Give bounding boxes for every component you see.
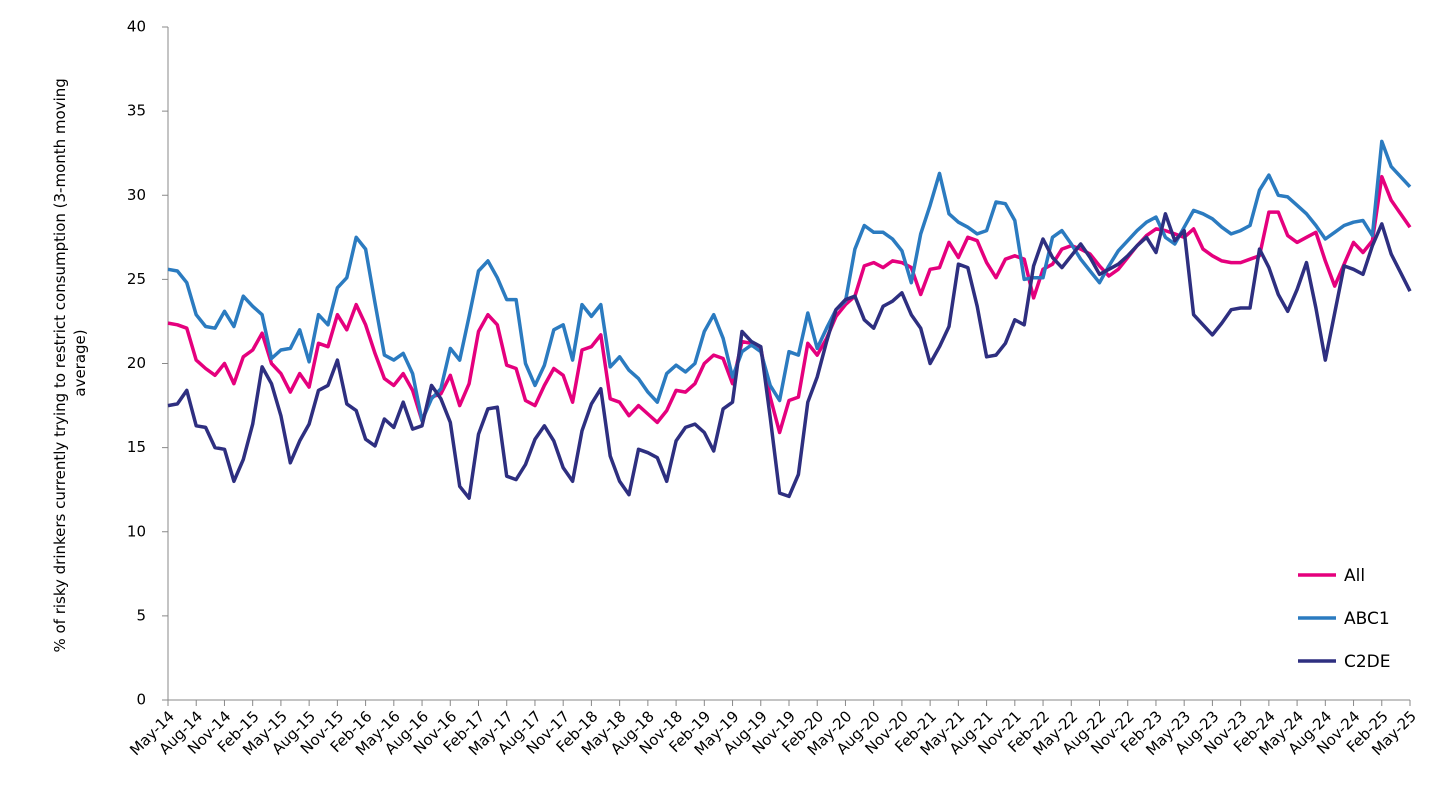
- y-tick-label: 40: [127, 18, 146, 36]
- series-line: [167, 174, 1412, 435]
- y-axis-label: % of risky drinkers currently trying to …: [51, 73, 89, 652]
- y-tick-label: 15: [127, 438, 146, 456]
- y-tick-label: 10: [127, 522, 146, 540]
- y-axis-label-line: % of risky drinkers currently trying to …: [51, 73, 69, 652]
- series-line: [167, 212, 1412, 500]
- series-line: [167, 139, 1412, 423]
- y-tick-label: 5: [136, 606, 146, 624]
- y-tick-label: 0: [136, 691, 146, 709]
- legend-label: All: [1344, 566, 1365, 586]
- legend-label: C2DE: [1344, 652, 1391, 672]
- y-tick-label: 20: [127, 354, 146, 372]
- y-tick-label: 35: [127, 102, 146, 120]
- y-tick-label: 30: [127, 186, 146, 204]
- y-axis-label-line: average): [71, 329, 89, 396]
- legend-label: ABC1: [1344, 609, 1390, 629]
- y-tick-label: 25: [127, 270, 146, 288]
